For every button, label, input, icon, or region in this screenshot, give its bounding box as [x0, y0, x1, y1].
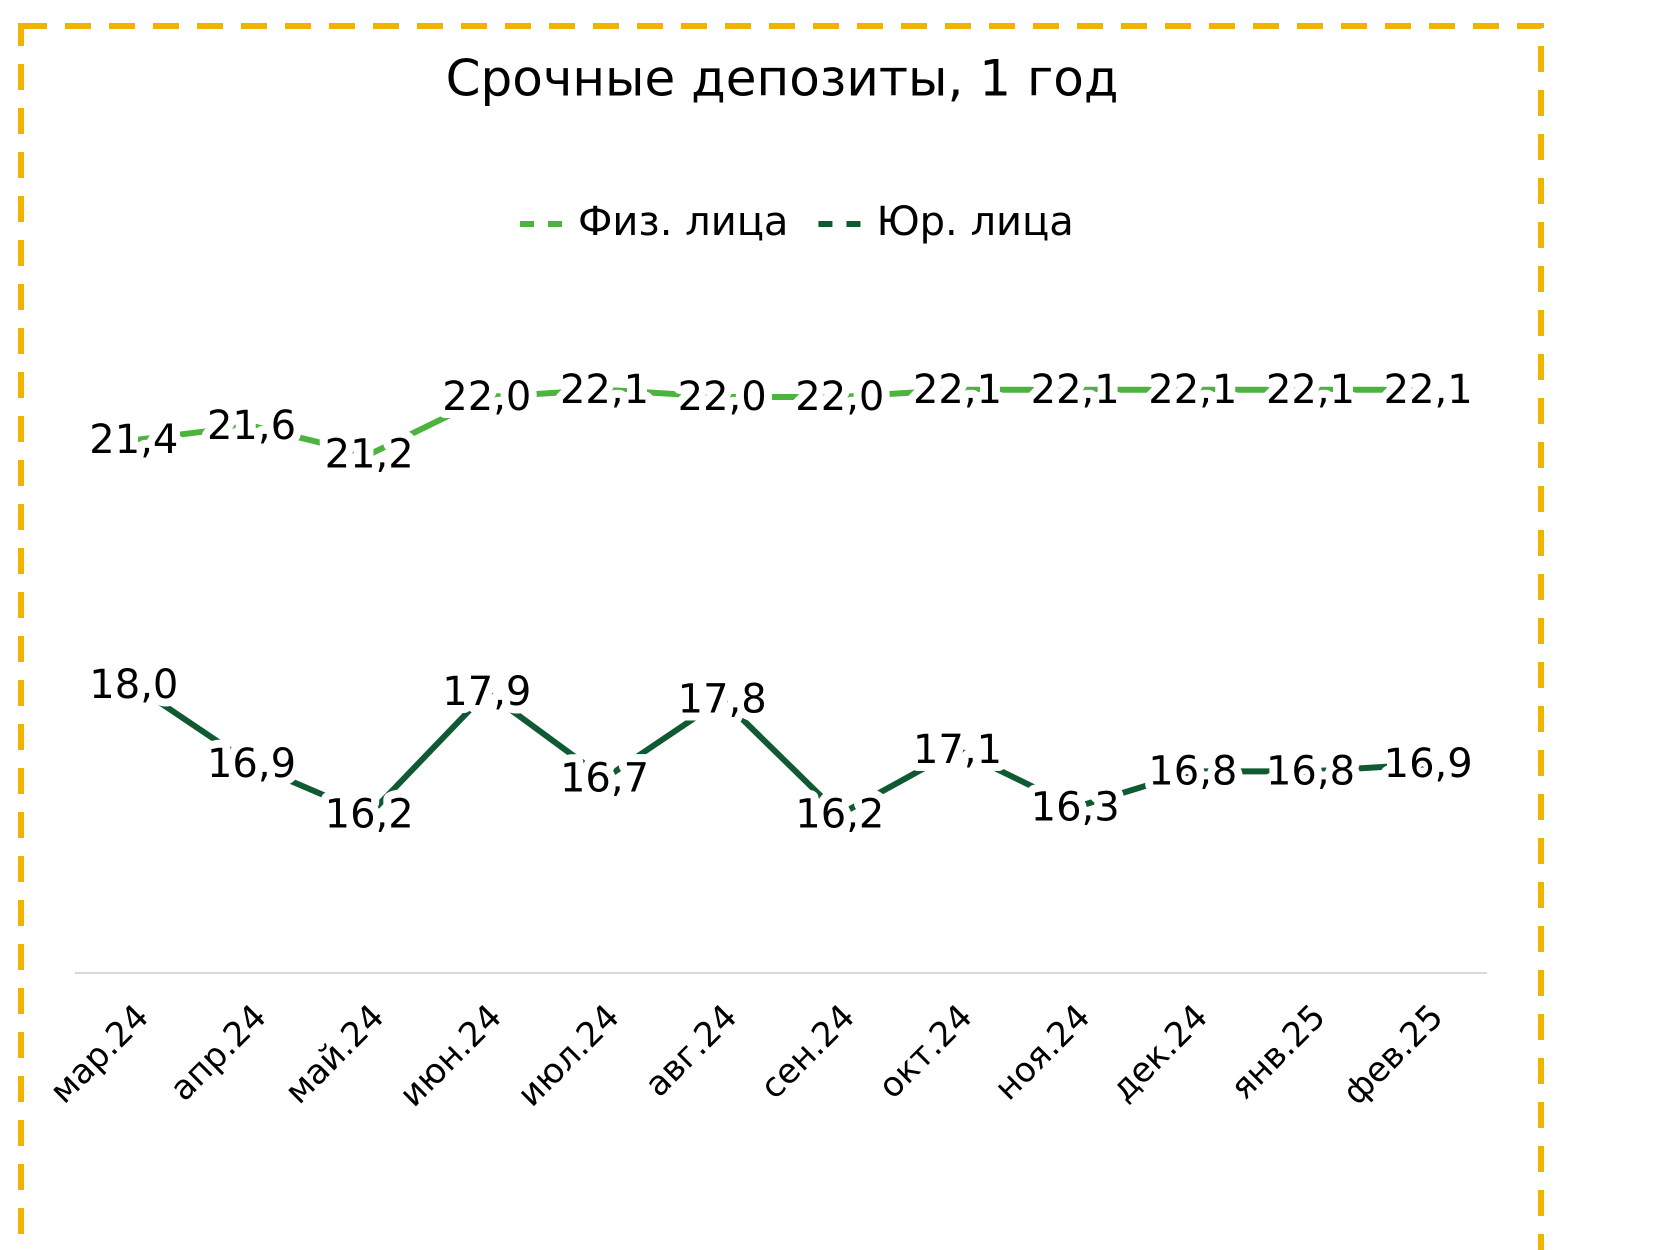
- data-label: 16,7: [560, 756, 649, 802]
- x-tick-label: мар.24: [42, 997, 157, 1112]
- data-label: 16,2: [325, 792, 414, 838]
- x-tick-label: янв.25: [1223, 997, 1334, 1108]
- x-tick-label: сен.24: [753, 997, 863, 1107]
- data-label: 16,8: [1148, 748, 1237, 794]
- series-line: [132, 682, 1429, 819]
- data-label: 21,4: [89, 417, 178, 463]
- data-label: 21,6: [207, 403, 296, 449]
- data-label: 22,1: [1031, 367, 1120, 413]
- data-label: 22,0: [678, 374, 767, 420]
- data-label: 22,1: [560, 367, 649, 413]
- data-label: 16,9: [207, 741, 296, 787]
- data-label: 22,0: [442, 374, 531, 420]
- data-label: 22,0: [795, 374, 884, 420]
- x-tick-label: авг.24: [637, 997, 745, 1105]
- data-label: 22,1: [1266, 367, 1355, 413]
- x-tick-label: июл.24: [510, 997, 628, 1115]
- legend-label: Юр. лица: [876, 199, 1073, 245]
- data-label: 17,8: [678, 676, 767, 722]
- data-label: 16,3: [1031, 784, 1120, 830]
- frame: [18, 23, 1544, 1250]
- data-label: 16,8: [1266, 748, 1355, 794]
- data-label: 22,1: [1384, 367, 1473, 413]
- data-label: 18,0: [89, 662, 178, 708]
- x-tick-label: апр.24: [162, 997, 274, 1109]
- data-label: 16,9: [1384, 741, 1473, 787]
- x-tick-label: июн.24: [392, 997, 510, 1115]
- x-tick-label: дек.24: [1103, 997, 1215, 1109]
- x-tick-label: май.24: [277, 997, 392, 1112]
- x-tick-label: ноя.24: [987, 997, 1098, 1108]
- series-line: [133, 386, 1429, 458]
- data-label: 17,9: [442, 669, 531, 715]
- data-label: 22,1: [1148, 367, 1237, 413]
- data-label: 22,1: [913, 367, 1002, 413]
- legend-label: Физ. лица: [578, 199, 788, 245]
- x-tick-label: окт.24: [871, 997, 981, 1107]
- chart-title: Срочные депозиты, 1 год: [446, 50, 1119, 108]
- data-label: 16,2: [795, 792, 884, 838]
- data-label: 21,2: [325, 432, 414, 478]
- x-tick-label: фев.25: [1335, 997, 1451, 1113]
- data-label: 17,1: [913, 727, 1002, 773]
